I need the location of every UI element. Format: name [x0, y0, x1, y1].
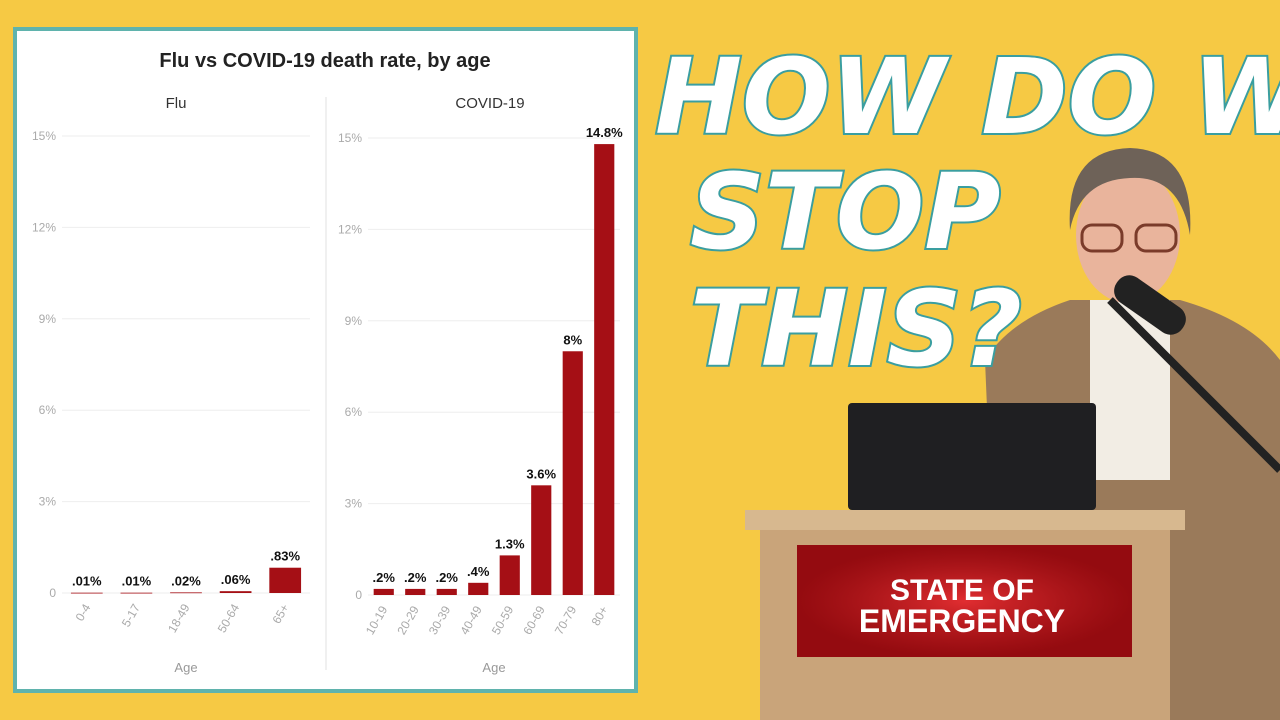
- y-tick-label: 9%: [39, 312, 57, 326]
- bar: [219, 591, 252, 593]
- y-tick-label: 3%: [345, 497, 363, 511]
- data-label: 8%: [563, 332, 582, 347]
- y-tick-label: 15%: [32, 129, 56, 143]
- data-label: .02%: [171, 573, 201, 588]
- bar: [531, 485, 552, 595]
- bar: [436, 588, 457, 595]
- data-label: .01%: [122, 574, 152, 589]
- data-label: .2%: [373, 570, 396, 585]
- bar: [120, 592, 153, 594]
- headline-line: THIS?: [690, 268, 1022, 390]
- data-label: .01%: [72, 574, 102, 589]
- x-axis-label: Age: [174, 660, 197, 675]
- data-label: .4%: [467, 564, 490, 579]
- y-tick-label: 0: [355, 588, 362, 602]
- headline-line: STOP: [690, 151, 1000, 273]
- data-label: 14.8%: [586, 125, 623, 140]
- y-tick-label: 12%: [338, 222, 362, 236]
- y-tick-label: 15%: [338, 131, 362, 145]
- chart-title: Flu vs COVID-19 death rate, by age: [159, 50, 490, 72]
- y-tick-label: 9%: [345, 314, 363, 328]
- bar: [269, 567, 302, 593]
- bar: [373, 588, 394, 595]
- data-label: .83%: [270, 549, 300, 564]
- data-label: .2%: [404, 570, 427, 585]
- panel-title: Flu: [166, 95, 187, 112]
- bar: [468, 582, 489, 595]
- x-axis-label: Age: [482, 660, 505, 675]
- bar: [594, 144, 615, 596]
- y-tick-label: 6%: [39, 403, 57, 417]
- bar: [170, 592, 202, 594]
- y-tick-label: 6%: [345, 405, 363, 419]
- bar: [405, 588, 426, 595]
- banner-line: STATE OF: [890, 574, 1034, 607]
- data-label: .06%: [221, 572, 251, 587]
- data-label: 1.3%: [495, 536, 525, 551]
- bar: [499, 555, 520, 595]
- data-label: 3.6%: [526, 466, 556, 481]
- y-tick-label: 12%: [32, 220, 56, 234]
- data-label: .2%: [436, 570, 459, 585]
- panel-title: COVID-19: [455, 95, 524, 112]
- bar: [562, 351, 583, 595]
- speaker-scene: STATE OF EMERGENCY: [745, 148, 1280, 720]
- headline-line: HOW DO WE: [655, 36, 1280, 158]
- y-tick-label: 0: [49, 586, 56, 600]
- y-tick-label: 3%: [39, 495, 57, 509]
- banner-line: EMERGENCY: [859, 603, 1065, 639]
- bar: [70, 592, 103, 594]
